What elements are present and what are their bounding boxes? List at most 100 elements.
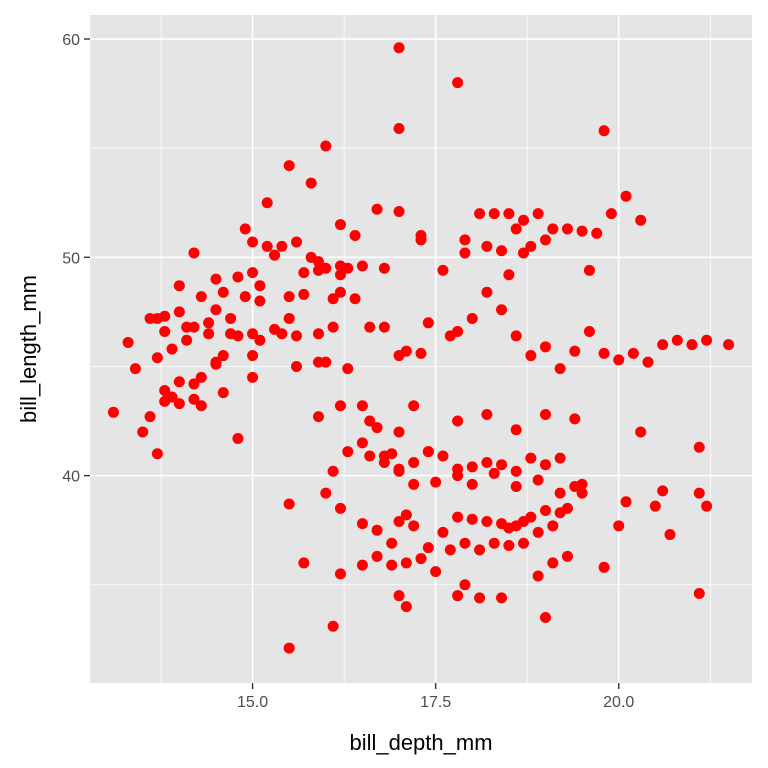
data-point bbox=[151, 352, 163, 364]
data-point bbox=[459, 537, 471, 549]
data-point bbox=[298, 288, 310, 300]
data-point bbox=[510, 330, 522, 342]
data-point bbox=[496, 304, 508, 316]
data-point bbox=[518, 247, 530, 259]
data-point bbox=[144, 411, 156, 423]
data-point bbox=[334, 502, 346, 514]
data-point bbox=[217, 286, 229, 298]
data-point bbox=[481, 240, 493, 252]
data-point bbox=[510, 223, 522, 235]
data-point bbox=[327, 620, 339, 632]
data-point bbox=[452, 77, 464, 89]
data-point bbox=[444, 544, 456, 556]
data-point bbox=[327, 321, 339, 333]
data-point bbox=[459, 579, 471, 591]
data-point bbox=[539, 341, 551, 353]
data-point bbox=[474, 208, 486, 220]
data-point bbox=[539, 234, 551, 246]
data-point bbox=[217, 350, 229, 362]
data-point bbox=[239, 291, 251, 303]
data-point bbox=[532, 526, 544, 538]
data-point bbox=[510, 424, 522, 436]
data-point bbox=[452, 326, 464, 338]
data-point bbox=[598, 347, 610, 359]
data-point bbox=[561, 223, 573, 235]
data-point bbox=[356, 260, 368, 272]
data-point bbox=[195, 291, 207, 303]
data-point bbox=[605, 208, 617, 220]
data-point bbox=[576, 225, 588, 237]
data-point bbox=[254, 295, 266, 307]
data-point bbox=[371, 550, 383, 562]
data-point bbox=[430, 476, 442, 488]
data-point bbox=[305, 177, 317, 189]
data-point bbox=[327, 465, 339, 477]
data-point bbox=[159, 395, 171, 407]
data-point bbox=[561, 550, 573, 562]
data-point bbox=[422, 317, 434, 329]
x-tick-label: 20.0 bbox=[603, 694, 634, 711]
data-point bbox=[283, 160, 295, 172]
data-point bbox=[474, 592, 486, 604]
data-point bbox=[210, 273, 222, 285]
y-tick-label: 60 bbox=[62, 32, 80, 49]
data-point bbox=[364, 415, 376, 427]
data-point bbox=[291, 236, 303, 248]
data-point bbox=[657, 485, 669, 497]
data-point bbox=[283, 312, 295, 324]
data-point bbox=[518, 537, 530, 549]
y-tick-label: 40 bbox=[62, 469, 80, 486]
data-point bbox=[539, 505, 551, 517]
data-point bbox=[386, 559, 398, 571]
data-point bbox=[635, 426, 647, 438]
data-point bbox=[225, 312, 237, 324]
data-point bbox=[122, 336, 134, 348]
data-point bbox=[452, 511, 464, 523]
data-point bbox=[364, 321, 376, 333]
data-point bbox=[298, 267, 310, 279]
data-point bbox=[503, 539, 515, 551]
data-point bbox=[422, 446, 434, 458]
data-point bbox=[488, 208, 500, 220]
data-point bbox=[635, 214, 647, 226]
data-point bbox=[356, 400, 368, 412]
data-point bbox=[166, 343, 178, 355]
data-point bbox=[312, 411, 324, 423]
data-point bbox=[576, 487, 588, 499]
data-point bbox=[693, 587, 705, 599]
data-point bbox=[312, 256, 324, 268]
data-point bbox=[488, 467, 500, 479]
data-point bbox=[232, 330, 244, 342]
data-point bbox=[386, 537, 398, 549]
x-axis-title: bill_depth_mm bbox=[349, 730, 492, 755]
data-point bbox=[291, 360, 303, 372]
data-point bbox=[320, 140, 332, 152]
data-point bbox=[400, 345, 412, 357]
data-point bbox=[657, 339, 669, 351]
data-point bbox=[466, 461, 478, 473]
data-point bbox=[393, 590, 405, 602]
data-point bbox=[393, 426, 405, 438]
data-point bbox=[496, 459, 508, 471]
data-point bbox=[539, 612, 551, 624]
data-point bbox=[642, 356, 654, 368]
data-point bbox=[334, 400, 346, 412]
data-point bbox=[195, 371, 207, 383]
data-point bbox=[430, 566, 442, 578]
data-point bbox=[693, 487, 705, 499]
data-point bbox=[408, 457, 420, 469]
data-point bbox=[415, 229, 427, 241]
data-point bbox=[561, 502, 573, 514]
data-point bbox=[210, 304, 222, 316]
data-point bbox=[393, 42, 405, 54]
data-point bbox=[415, 553, 427, 565]
data-point bbox=[276, 240, 288, 252]
data-point bbox=[576, 478, 588, 490]
data-point bbox=[510, 465, 522, 477]
data-point bbox=[356, 559, 368, 571]
data-point bbox=[437, 450, 449, 462]
data-point bbox=[393, 123, 405, 135]
data-point bbox=[334, 568, 346, 580]
data-point bbox=[510, 481, 522, 493]
